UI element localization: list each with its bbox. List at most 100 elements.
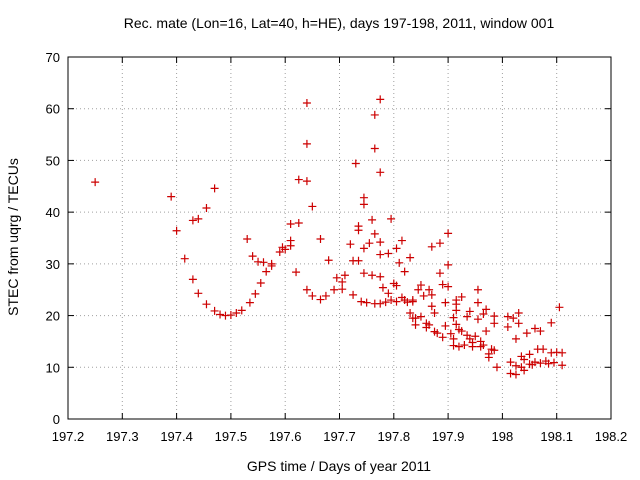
data-point [449, 341, 458, 350]
data-point [376, 168, 385, 177]
y-tick-label: 60 [46, 102, 60, 117]
data-point [370, 110, 379, 119]
y-tick-label: 40 [46, 205, 60, 220]
data-point [330, 285, 339, 294]
data-points [91, 95, 567, 379]
data-point [430, 308, 439, 317]
data-point [506, 358, 515, 367]
data-point [210, 184, 219, 193]
data-point [484, 353, 493, 362]
data-point [406, 253, 415, 262]
data-point [444, 282, 453, 291]
data-point [536, 359, 545, 368]
data-point [392, 244, 401, 253]
data-point [376, 299, 385, 308]
data-point [438, 280, 447, 289]
data-point [433, 329, 442, 338]
data-point [392, 297, 401, 306]
data-point [427, 242, 436, 251]
data-point [427, 290, 436, 299]
data-point [492, 363, 501, 372]
data-point [378, 283, 387, 292]
data-point [435, 269, 444, 278]
y-tick-label: 10 [46, 360, 60, 375]
data-point [479, 341, 488, 350]
data-point [400, 267, 409, 276]
data-point [416, 312, 425, 321]
data-point [381, 298, 390, 307]
data-point [411, 314, 420, 323]
data-point [294, 175, 303, 184]
data-point [332, 273, 341, 282]
data-point [346, 240, 355, 249]
data-point [357, 297, 366, 306]
data-point [281, 245, 290, 254]
data-point [514, 319, 523, 328]
data-point [286, 220, 295, 229]
data-point [384, 289, 393, 298]
data-point [473, 285, 482, 294]
data-point [558, 348, 567, 357]
data-point [473, 315, 482, 324]
data-point [449, 334, 458, 343]
data-point [232, 308, 241, 317]
y-tick-label: 50 [46, 153, 60, 168]
x-tick-label: 197.9 [432, 429, 465, 444]
data-point [414, 285, 423, 294]
data-point [338, 277, 347, 286]
data-point [316, 295, 325, 304]
data-point [180, 254, 189, 263]
data-point [210, 306, 219, 315]
data-point [340, 271, 349, 280]
data-point [349, 290, 358, 299]
x-axis-label: GPS time / Days of year 2011 [247, 458, 431, 474]
data-point [503, 322, 512, 331]
data-point [520, 355, 529, 364]
data-point [441, 321, 450, 330]
data-point [262, 267, 271, 276]
data-point [321, 291, 330, 300]
x-tick-label: 198.1 [540, 429, 573, 444]
data-point [368, 271, 377, 280]
data-point [370, 144, 379, 153]
chart-title: Rec. mate (Lon=16, Lat=40, h=HE), days 1… [124, 15, 555, 31]
data-point [506, 369, 515, 378]
y-tick-label: 70 [46, 50, 60, 65]
x-tick-label: 198 [492, 429, 514, 444]
data-point [302, 139, 311, 148]
data-point [91, 178, 100, 187]
data-point [324, 256, 333, 265]
data-point [490, 312, 499, 321]
data-point [425, 285, 434, 294]
data-point [267, 261, 276, 270]
data-point [226, 311, 235, 320]
data-point [259, 258, 268, 267]
data-point [452, 306, 461, 315]
data-point [419, 291, 428, 300]
data-point [294, 219, 303, 228]
x-tick-label: 197.5 [215, 429, 248, 444]
data-point [457, 327, 466, 336]
data-point [482, 327, 491, 336]
data-point [188, 275, 197, 284]
data-point [308, 202, 317, 211]
y-tick-label: 30 [46, 257, 60, 272]
data-point [444, 229, 453, 238]
data-point [351, 159, 360, 168]
data-point [302, 99, 311, 108]
data-point [354, 256, 363, 265]
data-point [359, 244, 368, 253]
data-point [194, 289, 203, 298]
data-point [511, 370, 520, 379]
data-point [454, 342, 463, 351]
data-point [395, 258, 404, 267]
data-point [511, 334, 520, 343]
y-tick-label: 20 [46, 309, 60, 324]
x-tick-label: 197.2 [52, 429, 85, 444]
x-tick-label: 197.6 [269, 429, 302, 444]
data-point [286, 236, 295, 245]
data-point [536, 327, 545, 336]
data-point [387, 296, 396, 305]
data-point [248, 252, 257, 261]
